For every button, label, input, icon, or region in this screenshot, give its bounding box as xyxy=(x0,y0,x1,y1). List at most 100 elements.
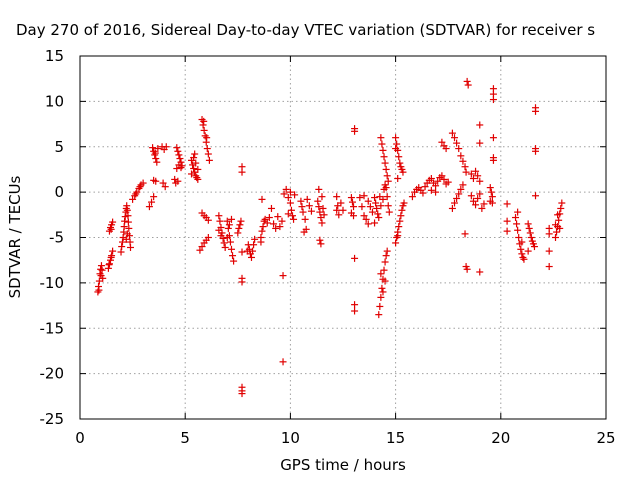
data-point xyxy=(457,185,465,193)
data-point xyxy=(381,258,389,266)
data-point xyxy=(469,197,477,205)
y-tick-label: -20 xyxy=(40,365,65,383)
data-point xyxy=(238,278,246,286)
axis-ticks: 0 5 10 15 20 25 -25 -20 -15 -10 -5 0 5 10 15 xyxy=(40,47,616,447)
data-point xyxy=(427,175,435,183)
data-point xyxy=(123,206,131,214)
data-point xyxy=(236,221,244,229)
data-point xyxy=(393,140,401,148)
data-point xyxy=(379,288,387,296)
data-point xyxy=(216,217,224,225)
data-point xyxy=(243,247,251,255)
data-point xyxy=(397,212,405,220)
data-point xyxy=(175,151,183,159)
data-point xyxy=(396,217,404,225)
y-axis-label: SDTVAR / TECUs xyxy=(6,175,24,298)
data-point xyxy=(153,158,161,166)
data-point xyxy=(215,226,223,234)
data-point xyxy=(375,214,383,222)
data-point xyxy=(360,212,368,220)
data-point xyxy=(377,270,385,278)
data-point xyxy=(527,234,535,241)
data-point xyxy=(421,183,429,191)
data-point xyxy=(518,250,526,258)
y-tick-label: 0 xyxy=(54,183,64,201)
data-point xyxy=(95,286,103,294)
data-point xyxy=(557,204,565,212)
data-point xyxy=(335,211,343,219)
data-point xyxy=(173,144,181,152)
data-point xyxy=(238,248,246,256)
data-point xyxy=(199,121,207,129)
data-point xyxy=(223,234,231,241)
data-point xyxy=(333,206,341,214)
data-point xyxy=(161,183,169,191)
data-point xyxy=(238,168,246,176)
data-point xyxy=(554,211,562,219)
data-point xyxy=(442,145,450,153)
data-point xyxy=(119,234,127,241)
data-point xyxy=(145,203,153,211)
data-point xyxy=(150,193,158,201)
data-point xyxy=(298,203,306,211)
data-point xyxy=(377,202,385,210)
data-point xyxy=(276,223,284,231)
data-point xyxy=(280,190,288,198)
data-point xyxy=(383,172,391,180)
data-point xyxy=(299,208,307,216)
data-point xyxy=(364,220,372,228)
data-point xyxy=(384,177,392,185)
data-point xyxy=(235,224,243,232)
data-point xyxy=(453,194,461,202)
data-point xyxy=(448,204,456,212)
data-point xyxy=(152,177,160,185)
data-point xyxy=(379,195,387,203)
data-point xyxy=(552,221,560,229)
x-tick-label: 15 xyxy=(386,429,405,447)
data-point xyxy=(267,204,275,212)
data-point xyxy=(136,183,144,191)
y-tick-label: -5 xyxy=(49,229,64,247)
data-point xyxy=(139,179,147,187)
data-point xyxy=(392,134,400,142)
data-point xyxy=(188,170,196,178)
y-tick-label: -10 xyxy=(40,274,65,292)
data-point xyxy=(474,172,482,180)
data-point xyxy=(314,197,322,205)
data-point xyxy=(297,197,305,205)
data-point xyxy=(383,247,391,255)
data-point xyxy=(476,190,484,198)
data-point xyxy=(291,191,299,199)
data-point xyxy=(318,193,326,201)
data-point xyxy=(503,227,511,235)
data-point xyxy=(419,189,427,197)
data-point xyxy=(318,219,326,227)
y-tick-label: 5 xyxy=(54,138,64,156)
data-point xyxy=(356,194,364,202)
data-point xyxy=(162,143,170,151)
data-point xyxy=(263,219,271,227)
data-point xyxy=(129,195,137,203)
data-point xyxy=(259,223,267,231)
data-point xyxy=(319,204,327,212)
data-point xyxy=(503,200,511,208)
data-point xyxy=(351,301,359,309)
data-point xyxy=(453,139,461,147)
data-point xyxy=(556,224,564,232)
data-point xyxy=(320,211,328,219)
data-point xyxy=(381,277,389,285)
data-point xyxy=(302,225,310,233)
data-point xyxy=(385,208,393,216)
data-point xyxy=(514,226,522,234)
data-point xyxy=(119,238,127,246)
data-point xyxy=(125,224,133,232)
data-point xyxy=(337,199,345,207)
data-point xyxy=(513,220,521,228)
data-point xyxy=(480,200,488,208)
x-tick-label: 25 xyxy=(596,429,615,447)
data-point xyxy=(524,247,532,255)
data-point xyxy=(393,234,401,241)
data-point xyxy=(373,204,381,212)
data-point xyxy=(316,236,324,244)
data-point xyxy=(451,199,459,207)
